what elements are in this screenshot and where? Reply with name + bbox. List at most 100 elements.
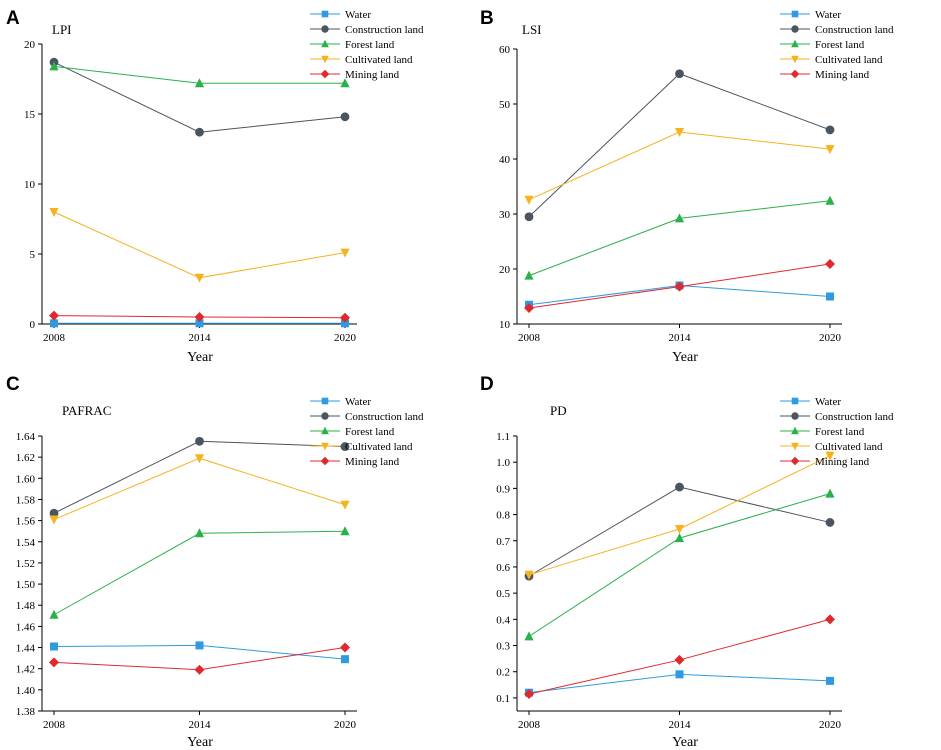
panel-c-y-tick-label: 1.58 (16, 494, 36, 506)
panel-b-point-forest-land (674, 213, 685, 223)
panel-a-legend-marker-mining-land (320, 69, 330, 79)
panel-a-legend-label-mining-land: Mining land (345, 69, 400, 81)
panel-c-series-line-cultivated-land (53, 457, 346, 521)
panel-b-point-cultivated-land (674, 128, 685, 138)
panel-d-point-cultivated-land (825, 451, 835, 461)
panel-a-point-construction-land (195, 127, 204, 137)
panel-c-point-forest-land (340, 526, 350, 536)
panel-c-series-line-forest-land (53, 530, 346, 616)
panel-d-series-line-cultivated-land (528, 455, 831, 576)
panel-d-y-tick-label: 0.6 (496, 562, 510, 574)
panel-c-point-water (195, 641, 204, 650)
panel-c-point-cultivated-land (49, 515, 59, 525)
panel-c-y-tick-label: 1.40 (16, 685, 36, 697)
panel-a-series-line-cultivated-land (53, 211, 346, 279)
panel-c-legend-marker-construction-land (321, 412, 329, 420)
panel-a-y-tick-label: 10 (24, 179, 36, 191)
panel-a-xlabel: Year (187, 350, 213, 365)
panel-c-y-tick-label: 1.52 (16, 558, 35, 570)
panel-b-title: LSI (522, 22, 542, 37)
panel-c-legend-label-mining-land: Mining land (345, 456, 400, 468)
panel-a-point-water (50, 319, 58, 328)
panel-d-y-tick-label: 0.2 (496, 667, 510, 679)
panel-c-point-cultivated-land (340, 500, 350, 510)
panel-d-point-mining-land (674, 654, 685, 665)
panel-a-point-water (195, 319, 204, 328)
panel-b-series-line-cultivated-land (528, 131, 831, 201)
panel-a-legend-label-water: Water (345, 9, 371, 21)
panel-c-y-tick-label: 1.56 (16, 516, 36, 528)
panel-c-point-forest-land (49, 609, 59, 619)
panel-c-legend-label-cultivated-land: Cultivated land (345, 441, 413, 453)
panel-c-legend-marker-forest-land (321, 426, 329, 435)
panel-b-series-line-forest-land (528, 200, 831, 277)
panel-c: C PAFRAC 1.38 1.40 1.42 1.44 1.46 1.48 1.50 1.5… (6, 374, 424, 750)
panel-c-legend-label-construction-land: Construction land (345, 411, 424, 423)
panel-c-title: PAFRAC (62, 403, 111, 418)
panel-d-y-tick-label: 1.0 (496, 457, 510, 469)
panel-a-point-water (341, 319, 349, 328)
panel-b-legend-label-cultivated-land: Cultivated land (815, 54, 883, 66)
panel-a-legend-marker-water (321, 10, 329, 18)
panel-c-point-construction-land (195, 436, 204, 446)
panel-b-legend-label-mining-land: Mining land (815, 69, 870, 81)
panel-a-point-forest-land (49, 61, 59, 71)
panel-d-y-tick-label: 0.8 (496, 510, 510, 522)
panel-a-series-line-construction-land (53, 61, 346, 133)
panel-b-point-mining-land (825, 259, 835, 270)
panel-d-x-tick-label: 2020 (819, 719, 842, 731)
panel-b-y-tick-label: 40 (499, 154, 511, 166)
panel-c-point-forest-land (194, 528, 205, 538)
panel-c-legend-label-forest-land: Forest land (345, 426, 395, 438)
panel-d-letter: D (480, 374, 494, 395)
panel-b-legend: Water Construction land Forest land Cultiva… (780, 9, 894, 81)
panel-c-x-tick-label: 2014 (189, 719, 212, 731)
panel-d-y-tick-label: 0.3 (496, 641, 510, 653)
panel-b-xlabel: Year (672, 350, 698, 365)
panel-c-legend: Water Construction land Forest land Cultiva… (310, 396, 424, 468)
panel-b-point-construction-land (675, 69, 684, 79)
panel-b-y-tick-label: 60 (499, 44, 511, 56)
panel-c-y-tick-label: 1.64 (16, 431, 36, 443)
panel-c-point-mining-land (194, 664, 205, 675)
panel-b-point-cultivated-land (524, 195, 534, 205)
panel-b-y-tick-label: 30 (499, 209, 511, 221)
panel-a-y-tick-label: 5 (30, 249, 36, 261)
panel-b-letter: B (480, 8, 494, 29)
panel-a-x-tick-label: 2020 (334, 332, 357, 344)
panel-a-point-forest-land (340, 78, 350, 88)
panel-c-y-tick-label: 1.38 (16, 706, 36, 718)
panel-a: A LPI 0 5 10 15 20 2008 2014 2020 Year Water Con… (6, 8, 424, 365)
panel-b-x-tick-label: 2020 (819, 332, 842, 344)
panel-c-x-tick-label: 2008 (43, 719, 66, 731)
panel-d: D PD 0.1 0.2 0.3 0.4 0.5 0.6 0.7 0.8 0.9 1.0 1.1 20… (480, 374, 894, 750)
panel-d-point-mining-land (825, 614, 835, 625)
panel-a-legend-label-construction-land: Construction land (345, 24, 424, 36)
panel-b-legend-label-water: Water (815, 9, 841, 21)
panel-c-point-water (341, 655, 349, 664)
panel-d-point-forest-land (674, 533, 685, 543)
panel-b-series-line-construction-land (528, 73, 831, 218)
panel-b-legend-marker-water (791, 10, 799, 18)
panel-d-legend-marker-mining-land (790, 456, 800, 466)
panel-b-point-mining-land (524, 303, 534, 314)
panel-d-legend: Water Construction land Forest land Cultiva… (780, 396, 894, 468)
panel-d-legend-label-mining-land: Mining land (815, 456, 870, 468)
panel-d-point-water (675, 670, 684, 679)
panel-d-legend-marker-forest-land (791, 426, 799, 435)
panel-c-x-tick-label: 2020 (334, 719, 357, 731)
panel-d-point-mining-land (524, 688, 534, 699)
panel-d-point-construction-land (825, 518, 835, 527)
panel-a-title: LPI (52, 22, 72, 37)
panel-a-y-tick-label: 15 (24, 109, 36, 121)
panel-c-point-cultivated-land (194, 454, 205, 464)
panel-a-point-cultivated-land (340, 248, 350, 258)
panel-d-y-tick-label: 0.1 (496, 693, 510, 705)
panel-a-letter: A (6, 8, 20, 29)
panel-d-point-cultivated-land (524, 570, 534, 580)
panel-b-x-tick-label: 2008 (518, 332, 541, 344)
panel-d-y-tick-label: 1.1 (496, 431, 510, 443)
panel-a-legend-marker-construction-land (321, 25, 329, 33)
panel-c-plot: 1.38 1.40 1.42 1.44 1.46 1.48 1.50 1.52 1.54 1.56… (16, 431, 357, 731)
panel-d-point-construction-land (675, 482, 684, 492)
